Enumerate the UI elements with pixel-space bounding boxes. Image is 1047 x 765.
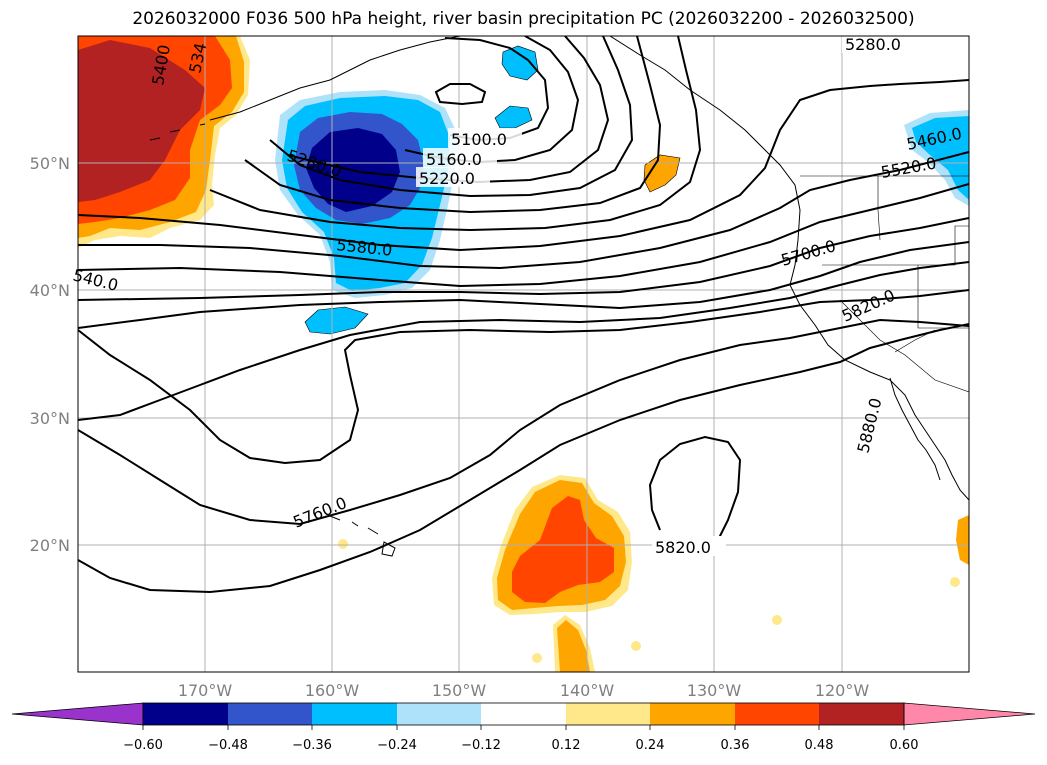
height-contour [78,79,969,252]
height-contour [287,36,610,184]
graticule [78,36,969,672]
coastline-islands [149,123,206,141]
height-contour [78,183,969,288]
contour-label: 5820.0 [655,538,711,557]
border-line [839,299,969,393]
colorbar-extend-low [11,702,144,726]
lat-label: 50°N [30,154,70,173]
colorbar-tick-label: 0.24 [636,738,665,753]
colorbar-tick-label: −0.12 [461,738,501,753]
lon-label: 120°W [815,681,870,700]
height-contour [78,151,969,270]
height-contour [244,36,662,214]
coastline-north-america [209,36,461,121]
lon-label: 130°W [687,681,742,700]
height-contour [648,435,742,541]
colorbar-tick-label: −0.48 [208,738,248,753]
colorbar-bin [650,703,735,725]
lat-label: 20°N [30,536,70,555]
lat-label: 30°N [30,409,70,428]
colorbar-bin [397,703,481,725]
height-contour [78,289,969,465]
colorbar-bin [735,703,819,725]
colorbar-bin [566,703,650,725]
colorbar-tick-label: −0.60 [123,738,163,753]
precip-shading [78,36,969,672]
lat-label: 40°N [30,281,70,300]
height-contour [78,241,969,329]
height-contours [78,36,969,594]
lon-label: 140°W [560,681,615,700]
contour-label: 5100.0 [451,130,507,149]
height-contour [434,83,487,106]
anomaly-positive-southeast [557,620,590,672]
anomaly-positive-small [956,515,969,565]
height-contour [78,323,969,594]
anomaly-negative-small [304,306,369,335]
latitude-labels: 50°N 40°N 30°N 20°N [30,154,70,555]
border-line [822,225,969,266]
political-borders [800,175,969,393]
colorbar: −0.60 −0.48 −0.36 −0.24 −0.12 0.12 0.24 … [11,702,1036,753]
height-contour [269,36,634,198]
height-contour [78,318,969,526]
map-frame [77,35,970,673]
colorbar-tick-label: −0.36 [292,738,332,753]
anomaly-positive-small [532,653,542,663]
colorbar-frame [142,702,905,726]
colorbar-bin [312,703,397,725]
colorbar-bin [228,703,312,725]
coastline-baja [889,377,941,481]
map-title: 2026032000 F036 500 hPa height, river ba… [132,9,915,29]
colorbar-tick-label: 0.36 [721,738,750,753]
contour-label: 5280.0 [845,35,901,54]
anomaly-positive-small [631,641,641,651]
colorbar-bin [819,703,904,725]
anomaly-negative-northeast [912,116,969,200]
colorbar-tick-label: 0.48 [805,738,834,753]
colorbar-tick-label: 0.60 [890,738,919,753]
longitude-labels: 170°W 160°W 150°W 140°W 130°W 120°W [178,681,870,700]
colorbar-bin [481,703,566,725]
colorbar-tick-label: −0.24 [377,738,417,753]
lon-label: 170°W [178,681,233,700]
coastline-islands [329,515,396,557]
colorbar-extend-high [903,702,1036,726]
contour-label: 5220.0 [419,169,475,188]
anomaly-positive-small [772,615,782,625]
lon-label: 150°W [432,681,487,700]
height-contour [209,36,702,232]
anomaly-positive-small [338,539,348,549]
anomaly-negative-small [501,45,539,81]
colorbar-bin [143,703,228,725]
height-contour [78,217,969,301]
height-contour [78,261,969,421]
anomaly-positive-small [950,577,960,587]
anomaly-positive-subtropical [512,496,614,603]
contour-label: 5160.0 [426,150,482,169]
anomaly-positive-northwest [78,40,205,202]
colorbar-tick-label: 0.12 [552,738,581,753]
lon-label: 160°W [305,681,360,700]
border-line [877,176,881,241]
